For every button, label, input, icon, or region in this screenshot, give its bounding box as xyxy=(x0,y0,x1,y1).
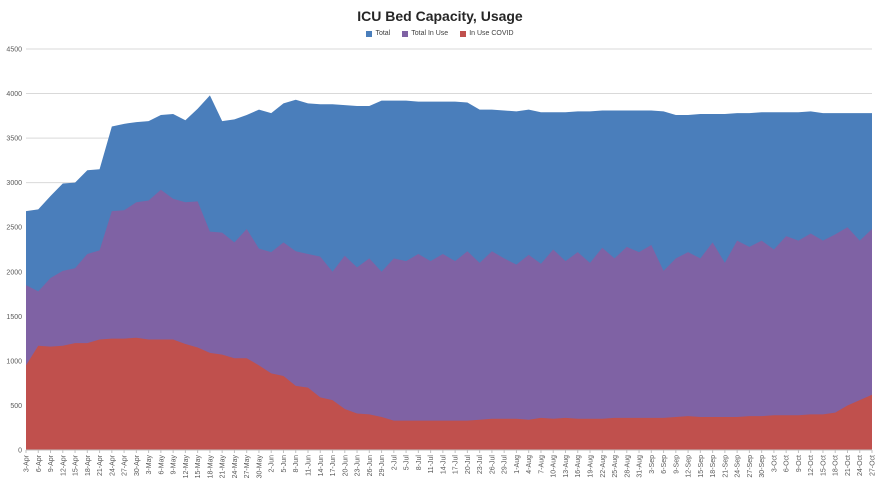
x-tick-label: 8-Jun xyxy=(293,455,300,473)
x-tick-label: 27-May xyxy=(244,455,251,479)
x-tick-label: 14-Jun xyxy=(318,455,325,477)
x-tick-label: 29-Jun xyxy=(379,455,386,477)
x-tick-label: 23-Jun xyxy=(355,455,362,477)
x-tick-label: 21-Oct xyxy=(845,455,852,476)
x-tick-label: 21-May xyxy=(220,455,227,479)
x-tick-label: 31-Aug xyxy=(637,455,644,478)
legend-label-total-in-use: Total In Use xyxy=(411,30,449,37)
y-tick-label: 1500 xyxy=(6,314,22,321)
x-tick-label: 3-May xyxy=(146,455,153,475)
x-tick-label: 6-Oct xyxy=(784,455,791,472)
x-tick-label: 12-Sep xyxy=(686,455,693,478)
y-tick-label: 2500 xyxy=(6,225,22,232)
x-tick-label: 15-May xyxy=(195,455,202,479)
x-tick-label: 5-Jul xyxy=(404,455,411,471)
x-tick-label: 21-Apr xyxy=(97,454,104,476)
x-tick-label: 3-Oct xyxy=(771,455,778,472)
legend-item-total-in-use: Total In Use xyxy=(402,30,448,37)
x-tick-label: 26-Jun xyxy=(367,455,374,477)
chart-legend: Total Total In Use In Use COVID xyxy=(0,30,880,37)
x-tick-label: 12-Apr xyxy=(60,454,67,476)
x-tick-label: 11-Jun xyxy=(306,455,313,476)
y-tick-label: 0 xyxy=(18,448,22,455)
y-tick-label: 3000 xyxy=(6,180,22,187)
legend-swatch-total xyxy=(366,30,373,37)
x-tick-label: 7-Aug xyxy=(538,455,545,474)
x-tick-label: 6-Apr xyxy=(36,454,43,472)
x-tick-label: 18-Oct xyxy=(833,455,840,476)
area-series-in-use-covid xyxy=(26,337,872,450)
x-tick-label: 21-Sep xyxy=(722,455,729,478)
x-tick-label: 2-Jun xyxy=(269,455,276,473)
x-tick-label: 1-Aug xyxy=(514,455,521,474)
x-tick-label: 13-Aug xyxy=(563,455,570,478)
y-tick-label: 4500 xyxy=(6,47,22,54)
y-tick-label: 4000 xyxy=(6,91,22,98)
x-tick-label: 24-Oct xyxy=(857,455,864,476)
chart-title: ICU Bed Capacity, Usage xyxy=(357,8,523,24)
x-tick-label: 3-Sep xyxy=(649,455,656,474)
x-tick-label: 24-May xyxy=(232,455,239,479)
legend-swatch-in-use-covid xyxy=(460,30,467,37)
x-tick-label: 15-Sep xyxy=(698,455,705,478)
x-tick-label: 10-Aug xyxy=(551,455,558,478)
x-tick-label: 3-Apr xyxy=(24,454,31,472)
x-tick-label: 18-Sep xyxy=(710,455,717,478)
x-tick-label: 17-Jul xyxy=(453,455,460,475)
x-tick-label: 16-Aug xyxy=(575,455,582,478)
x-tick-label: 19-Aug xyxy=(588,455,595,478)
x-tick-label: 4-Aug xyxy=(526,455,533,474)
x-tick-label: 9-Apr xyxy=(48,454,55,472)
x-tick-label: 6-Sep xyxy=(661,455,668,474)
legend-label-total: Total xyxy=(375,30,391,37)
x-tick-label: 27-Apr xyxy=(122,454,129,476)
legend-label-in-use-covid: In Use COVID xyxy=(469,30,514,37)
x-tick-label: 25-Aug xyxy=(612,455,619,478)
x-tick-label: 26-Jul xyxy=(489,455,496,475)
x-tick-label: 8-Jul xyxy=(416,455,423,471)
legend-item-total: Total xyxy=(366,30,390,37)
y-tick-label: 500 xyxy=(10,403,22,410)
x-tick-label: 18-Apr xyxy=(85,454,92,476)
x-tick-label: 27-Sep xyxy=(747,455,754,478)
x-tick-label: 24-Sep xyxy=(735,455,742,478)
x-tick-label: 30-May xyxy=(256,455,263,479)
x-tick-label: 9-May xyxy=(171,455,178,475)
legend-item-in-use-covid: In Use COVID xyxy=(460,30,514,37)
x-tick-label: 5-Jun xyxy=(281,455,288,473)
x-tick-label: 23-Jul xyxy=(477,455,484,475)
y-tick-label: 1000 xyxy=(6,358,22,365)
x-tick-label: 29-Jul xyxy=(502,455,509,475)
x-tick-label: 24-Apr xyxy=(109,454,116,476)
x-tick-label: 2-Jul xyxy=(391,455,398,471)
x-tick-label: 12-May xyxy=(183,455,190,479)
x-tick-label: 22-Aug xyxy=(600,455,607,478)
x-tick-label: 20-Jun xyxy=(342,455,349,477)
y-tick-label: 2000 xyxy=(6,269,22,276)
x-tick-label: 14-Jul xyxy=(440,455,447,475)
x-tick-label: 30-Sep xyxy=(759,455,766,478)
x-tick-label: 15-Apr xyxy=(73,454,80,476)
x-tick-label: 9-Oct xyxy=(796,455,803,472)
x-tick-label: 20-Jul xyxy=(465,455,472,475)
legend-swatch-total-in-use xyxy=(402,30,409,37)
x-tick-label: 30-Apr xyxy=(134,454,141,476)
x-tick-label: 11-Jul xyxy=(428,455,435,474)
x-tick-label: 18-May xyxy=(207,455,214,479)
x-tick-label: 17-Jun xyxy=(330,455,337,477)
x-tick-label: 9-Sep xyxy=(673,455,680,474)
x-tick-label: 28-Aug xyxy=(624,455,631,478)
x-tick-label: 6-May xyxy=(158,455,165,475)
x-tick-label: 15-Oct xyxy=(820,455,827,476)
x-tick-label: 12-Oct xyxy=(808,455,815,476)
x-tick-label: 27-Oct xyxy=(870,455,877,476)
y-tick-label: 3500 xyxy=(6,136,22,143)
